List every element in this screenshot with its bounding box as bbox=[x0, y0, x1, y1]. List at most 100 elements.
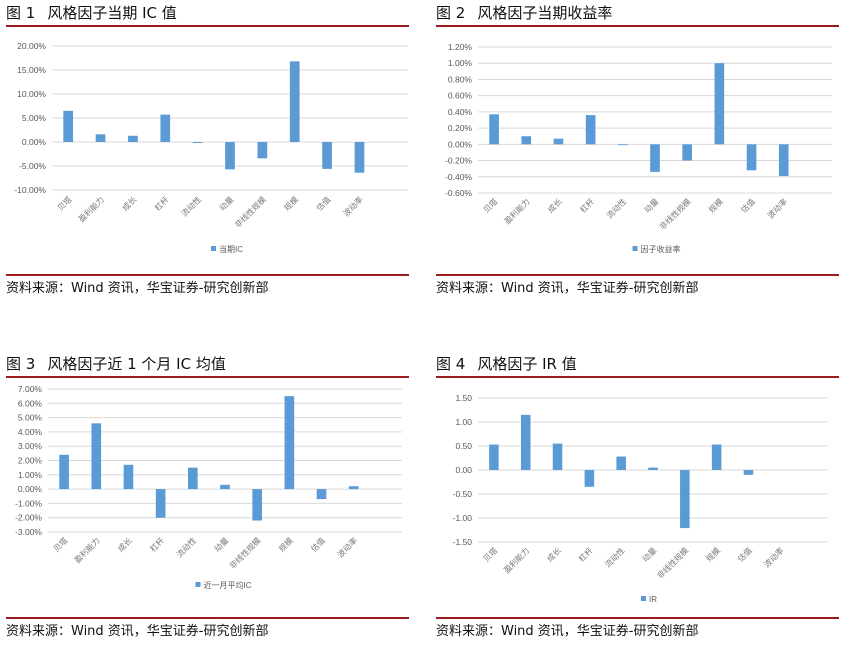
bar-杠杆 bbox=[584, 470, 595, 487]
figure-4-panel: 图 4 风格因子 IR 值 1.50 1.00 0.50 0.00 -0.50 -1.00 -… bbox=[430, 350, 845, 646]
x-category-label: 盈利能力 bbox=[76, 194, 106, 224]
x-category-label: 盈利能力 bbox=[501, 545, 531, 575]
bar-贝塔 bbox=[489, 444, 499, 470]
y-tick-label: 5.00% bbox=[22, 113, 47, 123]
figure-1-source: 资料来源：Wind 资讯，华宝证券-研究创新部 bbox=[6, 281, 269, 296]
y-tick-label: 1.00 bbox=[455, 417, 472, 427]
y-tick-label: 0.00% bbox=[22, 137, 47, 147]
x-category-label: 杠杆 bbox=[148, 535, 166, 553]
bar-成长 bbox=[123, 464, 134, 490]
figure-1-title: 图 1 风格因子当期 IC 值 bbox=[6, 2, 177, 24]
y-tick-label: -0.40% bbox=[445, 172, 472, 182]
x-category-label: 贝塔 bbox=[55, 194, 73, 212]
y-tick-label: 0.80% bbox=[448, 74, 473, 84]
bar-规模 bbox=[714, 63, 725, 145]
bar-盈利能力 bbox=[521, 136, 532, 145]
bar-流动性 bbox=[187, 467, 198, 490]
x-category-label: 杠杆 bbox=[152, 194, 170, 212]
y-tick-label: 1.00% bbox=[18, 470, 43, 480]
y-tick-label: 2.00% bbox=[18, 456, 43, 466]
y-tick-label: 6.00% bbox=[18, 398, 43, 408]
bar-贝塔 bbox=[63, 110, 74, 142]
bar-贝塔 bbox=[59, 454, 69, 490]
x-category-label: 成长 bbox=[115, 535, 133, 553]
x-category-label: 杠杆 bbox=[576, 545, 594, 563]
x-category-label: 规模 bbox=[706, 196, 724, 214]
bar-规模 bbox=[711, 444, 722, 470]
y-tick-label: 7.00% bbox=[18, 384, 43, 394]
x-category-label: 动量 bbox=[640, 545, 658, 563]
x-category-label: 规模 bbox=[276, 535, 294, 553]
x-category-label: 成长 bbox=[120, 194, 138, 212]
figure-3-number: 图 3 bbox=[6, 355, 36, 373]
bar-规模 bbox=[289, 61, 300, 142]
bar-成长 bbox=[552, 443, 563, 470]
x-category-label: 贝塔 bbox=[51, 535, 69, 553]
x-category-label: 盈利能力 bbox=[72, 535, 102, 565]
bar-波动率 bbox=[348, 486, 359, 490]
x-category-label: 非线性规模 bbox=[227, 535, 262, 570]
bar-非线性规模 bbox=[680, 470, 690, 529]
y-tick-label: 0.20% bbox=[448, 123, 473, 133]
bar-流动性 bbox=[192, 142, 203, 143]
figure-3-source: 资料来源：Wind 资讯，华宝证券-研究创新部 bbox=[6, 624, 269, 639]
bar-成长 bbox=[128, 135, 138, 142]
x-category-label: 估值 bbox=[735, 545, 753, 563]
x-category-label: 波动率 bbox=[341, 194, 365, 218]
x-category-label: 动量 bbox=[642, 196, 660, 214]
x-category-label: 规模 bbox=[282, 194, 300, 212]
bar-流动性 bbox=[617, 144, 628, 146]
figure-1-title-text: 风格因子当期 IC 值 bbox=[47, 4, 177, 22]
x-category-label: 贝塔 bbox=[481, 196, 499, 214]
y-tick-label: 1.20% bbox=[448, 42, 473, 52]
bar-成长 bbox=[553, 138, 564, 145]
y-tick-label: 4.00% bbox=[18, 427, 43, 437]
figure-2-top-rule bbox=[436, 25, 839, 27]
figure-4-title: 图 4 风格因子 IR 值 bbox=[436, 353, 577, 375]
x-category-label: 波动率 bbox=[762, 545, 786, 569]
bar-贝塔 bbox=[489, 114, 499, 145]
bar-杠杆 bbox=[155, 489, 166, 518]
figure-2-title: 图 2 风格因子当期收益率 bbox=[436, 2, 612, 24]
x-category-label: 非线性规模 bbox=[655, 545, 690, 580]
figure-1-number: 图 1 bbox=[6, 4, 36, 22]
y-tick-label: -0.60% bbox=[445, 188, 472, 198]
figure-4-bottom-rule bbox=[436, 617, 839, 619]
figure-4-number: 图 4 bbox=[436, 355, 466, 373]
legend-swatch bbox=[195, 582, 201, 587]
figure-3-chart: 7.00% 6.00% 5.00% 4.00% 3.00% 2.00% 1.00% 0.00%… bbox=[15, 384, 402, 590]
bar-盈利能力 bbox=[95, 134, 106, 142]
x-category-label: 估值 bbox=[314, 194, 332, 212]
figure-3-title: 图 3 风格因子近 1 个月 IC 均值 bbox=[6, 353, 226, 375]
x-category-label: 流动性 bbox=[174, 535, 198, 559]
figure-2-bottom-rule bbox=[436, 274, 839, 276]
y-tick-label: 0.50 bbox=[455, 441, 472, 451]
x-category-label: 盈利能力 bbox=[502, 196, 532, 226]
bar-非线性规模 bbox=[682, 144, 693, 161]
y-tick-label: 0.00 bbox=[455, 465, 472, 475]
y-tick-label: -0.20% bbox=[445, 156, 472, 166]
x-category-label: 动量 bbox=[217, 194, 235, 212]
bar-估值 bbox=[322, 142, 332, 169]
figure-4-title-text: 风格因子 IR 值 bbox=[477, 355, 577, 373]
bar-估值 bbox=[746, 144, 757, 171]
figure-1-top-rule bbox=[6, 25, 409, 27]
x-category-label: 估值 bbox=[309, 535, 327, 553]
y-tick-label: 3.00% bbox=[18, 441, 43, 451]
y-tick-label: 10.00% bbox=[17, 89, 46, 99]
x-category-label: 非线性规模 bbox=[657, 196, 692, 231]
legend-label: 因子收益率 bbox=[641, 244, 681, 254]
bar-流动性 bbox=[616, 456, 626, 470]
bar-规模 bbox=[284, 396, 295, 490]
y-tick-label: 15.00% bbox=[17, 65, 46, 75]
y-tick-label: 0.40% bbox=[448, 107, 473, 117]
figure-3-panel: 图 3 风格因子近 1 个月 IC 均值 7.00% 6.00% 5.00% 4.00%… bbox=[0, 350, 415, 646]
y-tick-label: 20.00% bbox=[17, 41, 46, 51]
x-category-label: 估值 bbox=[739, 196, 757, 214]
legend-swatch bbox=[211, 246, 216, 251]
x-category-label: 杠杆 bbox=[578, 196, 596, 214]
figure-2-source: 资料来源：Wind 资讯，华宝证券-研究创新部 bbox=[436, 281, 699, 296]
x-category-label: 成长 bbox=[545, 545, 563, 563]
figure-2-number: 图 2 bbox=[436, 4, 466, 22]
figure-3-top-rule bbox=[6, 376, 409, 378]
